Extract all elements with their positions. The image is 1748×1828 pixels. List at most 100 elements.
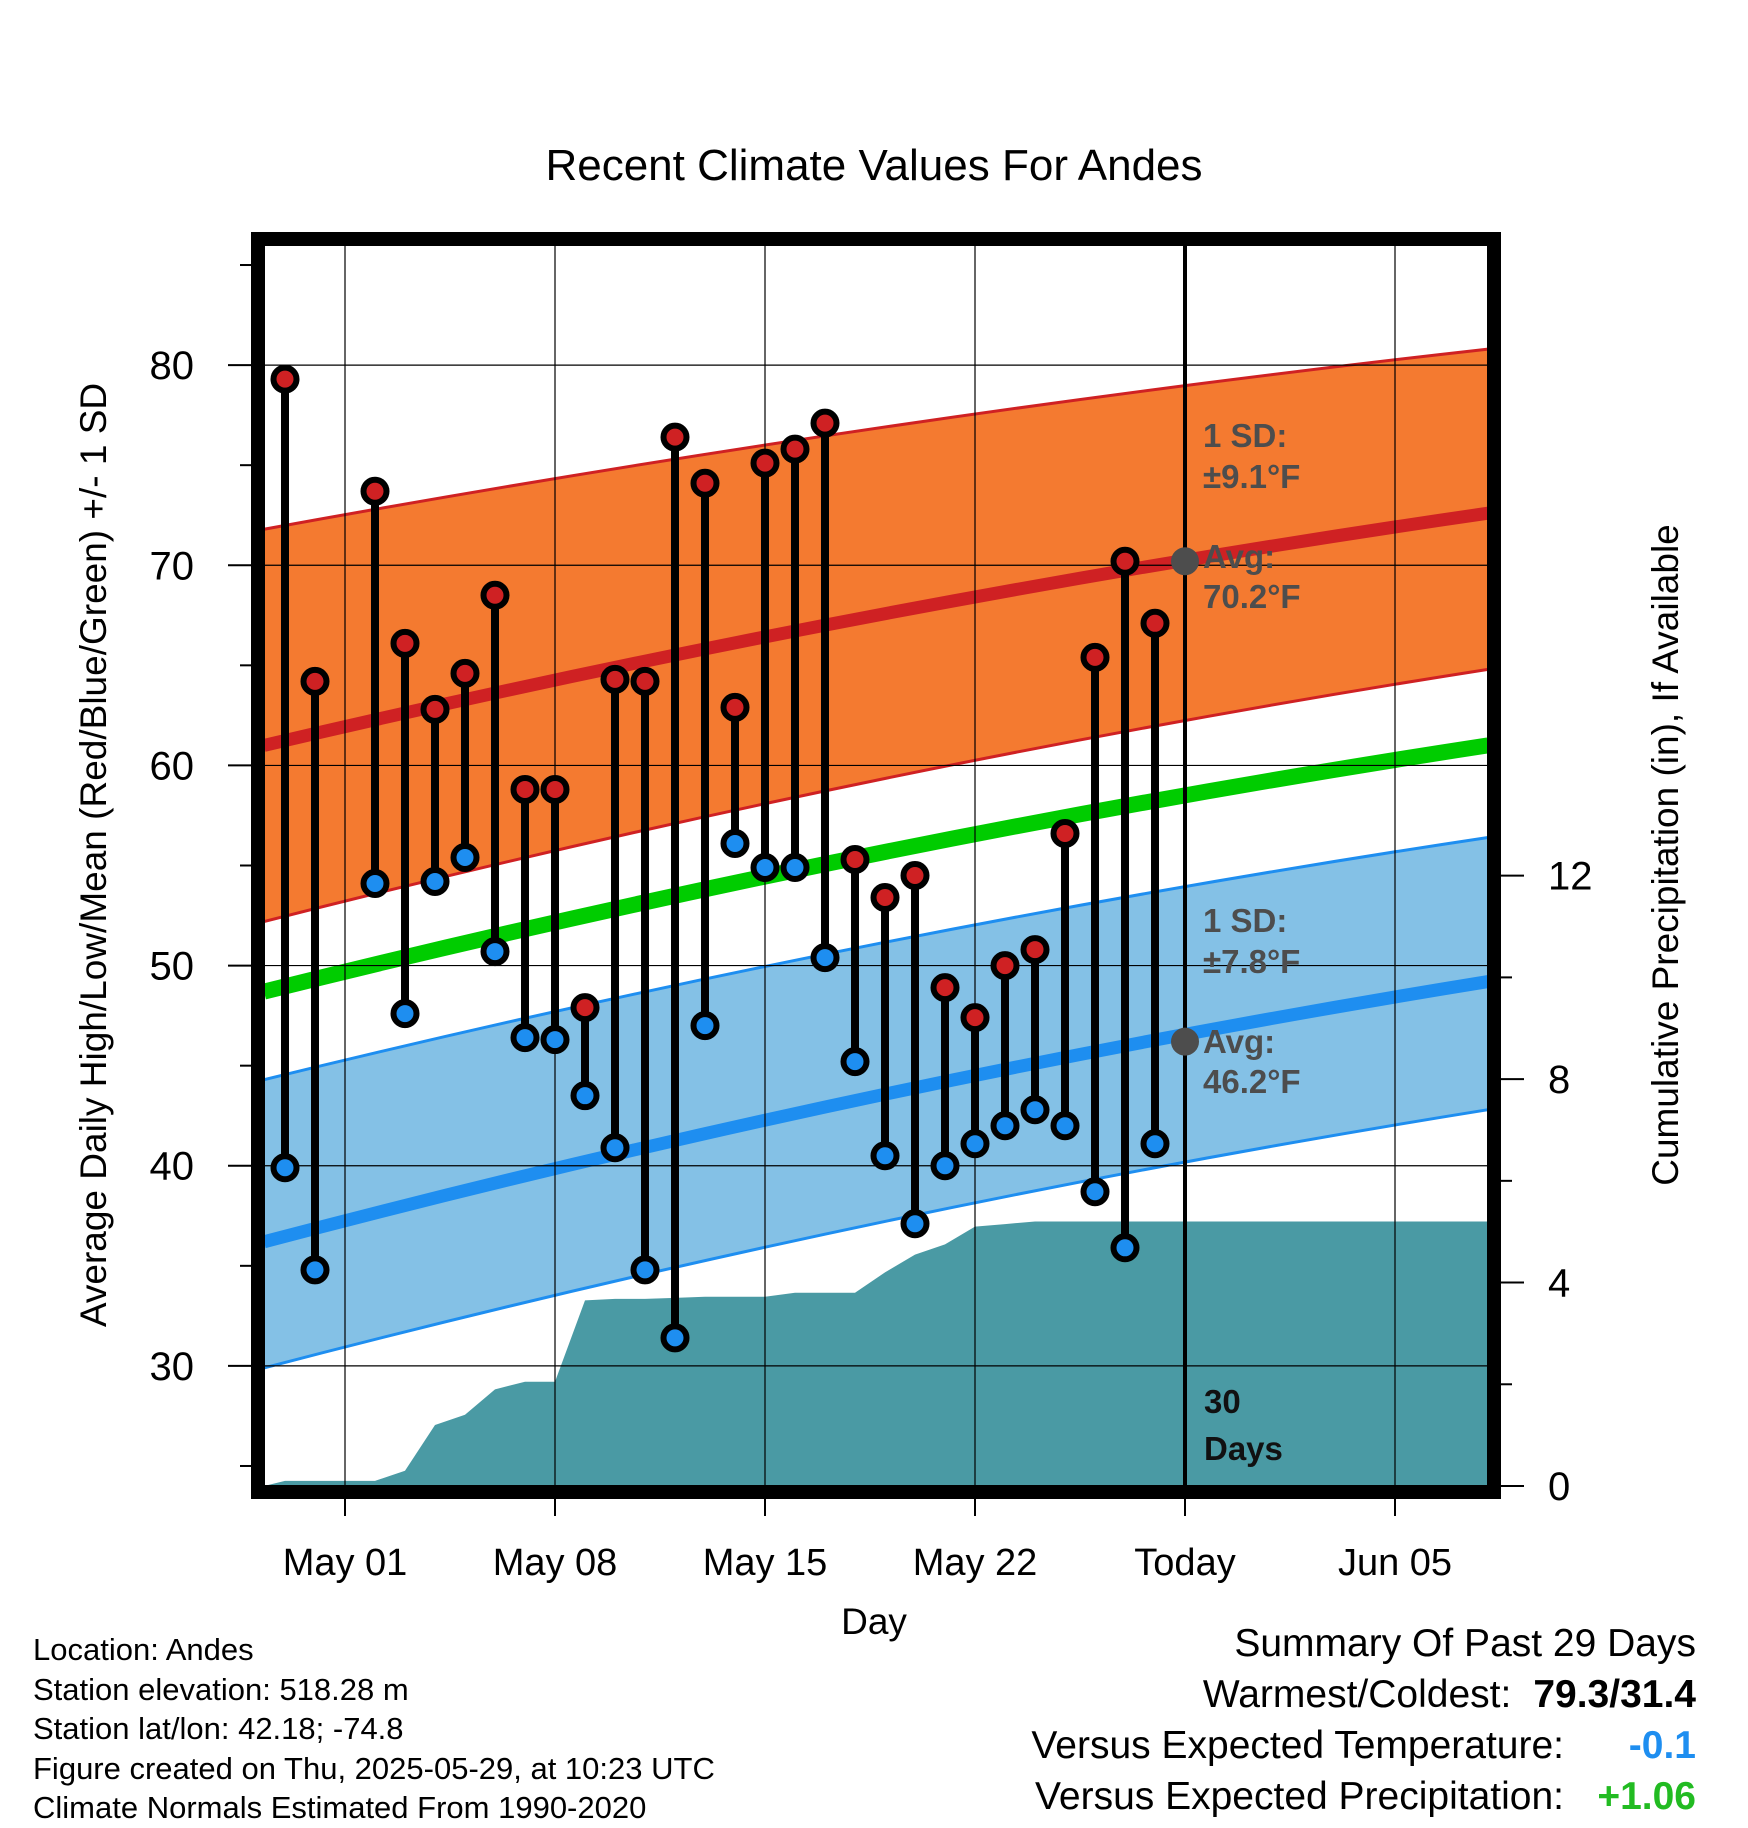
temp-label: Versus Expected Temperature: — [1031, 1724, 1564, 1767]
x-tick-label-5: Jun 05 — [1338, 1542, 1452, 1584]
high-point-11 — [570, 993, 600, 1023]
x-tick-label-2: May 15 — [703, 1542, 828, 1584]
y2-axis-label: Cumulative Precipitation (in), If Availa… — [1645, 524, 1686, 1186]
y2-tick-label-3: 12 — [1548, 855, 1593, 899]
low-point-16 — [720, 828, 750, 858]
y2-tick-label-2: 8 — [1548, 1058, 1570, 1102]
high-point-21 — [870, 883, 900, 913]
summary-warm-cold: Warmest/Coldest: 79.3/31.4 — [1203, 1673, 1696, 1717]
footer-normals: Climate Normals Estimated From 1990-2020 — [33, 1790, 647, 1825]
high-point-6 — [420, 694, 450, 724]
cumulative-precip-area — [264, 1221, 1488, 1486]
high-point-16 — [720, 692, 750, 722]
plot-frame — [251, 232, 1501, 1499]
low-point-2 — [300, 1255, 330, 1285]
footer-elevation: Station elevation: 518.28 m — [33, 1672, 409, 1707]
y2-tick-label-0: 0 — [1548, 1465, 1570, 1509]
high-point-8 — [480, 580, 510, 610]
low-point-11 — [570, 1081, 600, 1111]
high-point-13 — [630, 666, 660, 696]
low-point-5 — [390, 999, 420, 1029]
high-avg-label: Avg: — [1203, 538, 1275, 575]
high-avg-today-dot — [1171, 547, 1199, 576]
y-tick-label-3: 60 — [150, 744, 195, 788]
high-point-7 — [450, 658, 480, 688]
y-tick-label-4: 70 — [150, 544, 195, 588]
low-point-1 — [270, 1153, 300, 1183]
high-point-4 — [360, 476, 390, 506]
y2-tick-label-1: 4 — [1548, 1262, 1570, 1306]
high-point-19 — [810, 408, 840, 438]
high-sd-band — [264, 349, 1488, 922]
low-point-17 — [750, 853, 780, 883]
low-point-19 — [810, 943, 840, 973]
y-tick-label-0: 30 — [150, 1345, 195, 1389]
footer-created: Figure created on Thu, 2025-05-29, at 10… — [33, 1751, 715, 1786]
low-point-22 — [900, 1209, 930, 1239]
low-point-13 — [630, 1255, 660, 1285]
precip-label: Versus Expected Precipitation: — [1035, 1775, 1564, 1818]
low-normal-line — [262, 975, 1490, 1249]
today-label-line1: 30 — [1204, 1383, 1241, 1420]
high-sd-value: ±9.1°F — [1203, 458, 1300, 495]
high-point-25 — [990, 951, 1020, 981]
high-point-24 — [960, 1003, 990, 1033]
low-point-10 — [540, 1025, 570, 1055]
footer-location: Location: Andes — [33, 1632, 254, 1667]
low-sd-value: ±7.8°F — [1203, 943, 1300, 980]
footer-latlon: Station lat/lon: 42.18; -74.8 — [33, 1711, 404, 1746]
low-avg-value: 46.2°F — [1203, 1063, 1301, 1100]
high-point-27 — [1050, 818, 1080, 848]
y-tick-label-5: 80 — [150, 344, 195, 388]
low-point-20 — [840, 1047, 870, 1077]
high-upper-edge — [263, 347, 1489, 531]
warm-cold-value: 79.3/31.4 — [1533, 1673, 1696, 1716]
daily-temperature-marks — [270, 245, 1187, 1486]
low-point-6 — [420, 867, 450, 897]
low-point-30 — [1140, 1129, 1170, 1159]
y-axis-label: Average Daily High/Low/Mean (Red/Blue/Gr… — [73, 383, 114, 1327]
low-point-28 — [1080, 1177, 1110, 1207]
low-point-14 — [660, 1323, 690, 1353]
low-point-4 — [360, 869, 390, 899]
summary-title: Summary Of Past 29 Days — [1234, 1622, 1696, 1665]
low-point-24 — [960, 1129, 990, 1159]
x-tick-label-0: May 01 — [283, 1542, 408, 1584]
axes: 30 40 50 60 70 80 0 4 8 12 May 01 May 08 May 15 May 2… — [150, 232, 1593, 1584]
low-upper-edge — [263, 835, 1489, 1082]
low-point-15 — [690, 1011, 720, 1041]
high-point-5 — [390, 628, 420, 658]
high-point-10 — [540, 774, 570, 804]
low-point-25 — [990, 1111, 1020, 1141]
precip-value: +1.06 — [1597, 1775, 1696, 1818]
warm-cold-label: Warmest/Coldest: — [1202, 1673, 1512, 1716]
low-point-18 — [780, 853, 810, 883]
high-point-17 — [750, 448, 780, 478]
mean-normal-line — [262, 737, 1490, 1000]
chart-title: Recent Climate Values For Andes — [545, 141, 1202, 190]
low-point-9 — [510, 1023, 540, 1053]
x-tick-label-4: Today — [1134, 1542, 1235, 1584]
high-point-30 — [1140, 608, 1170, 638]
x-tick-label-3: May 22 — [913, 1542, 1038, 1584]
low-point-23 — [930, 1151, 960, 1181]
high-point-22 — [900, 861, 930, 891]
high-point-20 — [840, 844, 870, 874]
high-point-9 — [510, 774, 540, 804]
low-point-27 — [1050, 1111, 1080, 1141]
y-tick-label-1: 40 — [150, 1145, 195, 1189]
low-sd-label: 1 SD: — [1203, 902, 1287, 939]
high-sd-label: 1 SD: — [1203, 417, 1287, 454]
today-label-line2: Days — [1204, 1430, 1283, 1467]
high-point-1 — [270, 364, 300, 394]
low-point-7 — [450, 842, 480, 872]
low-point-29 — [1110, 1233, 1140, 1263]
low-point-8 — [480, 937, 510, 967]
x-tick-label-1: May 08 — [493, 1542, 618, 1584]
high-point-14 — [660, 422, 690, 452]
summary-temp: Versus Expected Temperature: -0.1 — [1031, 1724, 1696, 1768]
high-point-2 — [300, 666, 330, 696]
high-point-26 — [1020, 935, 1050, 965]
high-point-28 — [1080, 642, 1110, 672]
